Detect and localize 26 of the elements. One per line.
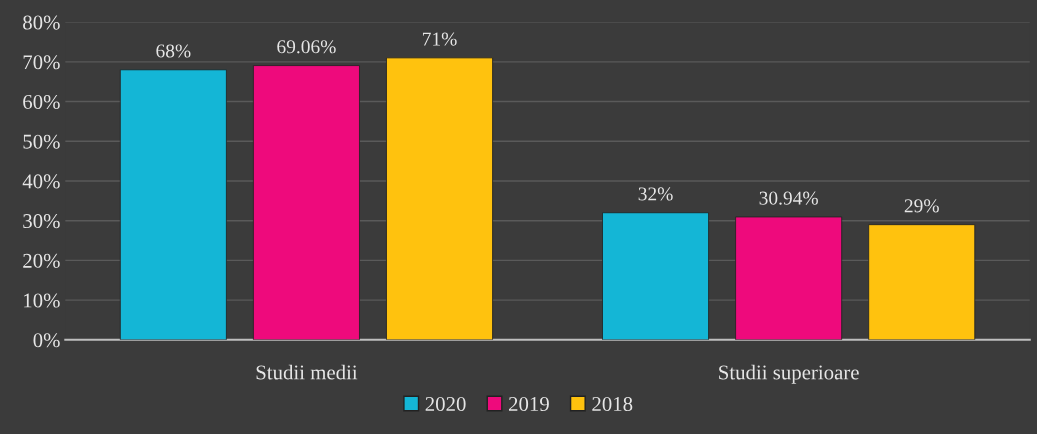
y-tick-label: 70%: [23, 55, 60, 70]
x-tick-label: Studii superioare: [719, 364, 859, 384]
bar: [735, 216, 843, 340]
legend-label: 2020: [425, 396, 466, 412]
bar: [119, 69, 227, 340]
y-tick-label: 40%: [22, 174, 60, 189]
bar: [252, 65, 360, 340]
y-tick-label: 0%: [33, 333, 60, 348]
data-label: 30.94%: [759, 191, 818, 205]
y-tick-label: 30%: [23, 214, 60, 229]
y-tick-label: 50%: [23, 134, 60, 149]
y-tick-label: 10%: [24, 293, 60, 308]
data-label: 69.06%: [277, 40, 336, 54]
data-label: 68%: [156, 44, 191, 58]
y-tick-label: 80%: [23, 15, 60, 30]
data-label: 32%: [638, 187, 673, 201]
bar: [602, 212, 710, 340]
bar: [386, 57, 493, 340]
legend-label: 2019: [509, 396, 549, 412]
y-tick-label: 20%: [23, 253, 60, 268]
y-tick-label: 60%: [23, 94, 60, 110]
legend-label: 2018: [592, 396, 633, 412]
data-label: 29%: [904, 199, 939, 213]
data-label: 71%: [422, 32, 457, 46]
x-tick-label: Studii medii: [256, 364, 358, 380]
bar: [868, 224, 976, 340]
